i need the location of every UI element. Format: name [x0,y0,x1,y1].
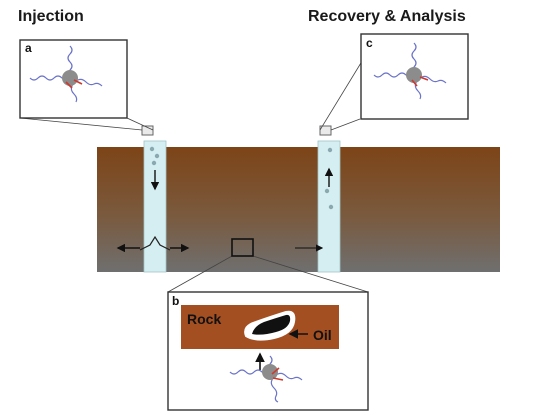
injection-well [143,140,167,273]
rock-label: Rock [187,311,221,327]
panel-c-letter: c [366,36,373,50]
spread-path [139,235,171,251]
zoom-region-box [231,238,254,257]
zoom-line-a-right [126,117,154,131]
panel-b-letter: b [172,294,179,308]
zoom-line-b-left [167,255,233,293]
zoom-line-a-left [19,117,143,131]
recovery-analysis-heading: Recovery & Analysis [308,8,466,25]
particle [324,188,330,194]
oil-label: Oil [313,327,332,343]
tracer-molecule-b [229,355,303,403]
panel-a-letter: a [25,41,32,55]
recovery-wellhead-box [319,125,332,136]
panel-b: b Rock Oil [167,291,369,411]
tracer-molecule-a [29,45,103,103]
particle [149,146,155,152]
panel-a: a [19,39,128,119]
particle [327,147,333,153]
oil-droplet [252,314,291,335]
particle [154,153,160,159]
particle [151,160,157,166]
particle [328,204,334,210]
zoom-line-b-right [252,255,369,293]
panel-c: c [360,33,469,120]
injection-heading: Injection [18,8,84,25]
zoom-line-c-left [330,118,361,131]
injection-wellhead-box [141,125,154,136]
tracer-molecule-c [373,42,447,100]
